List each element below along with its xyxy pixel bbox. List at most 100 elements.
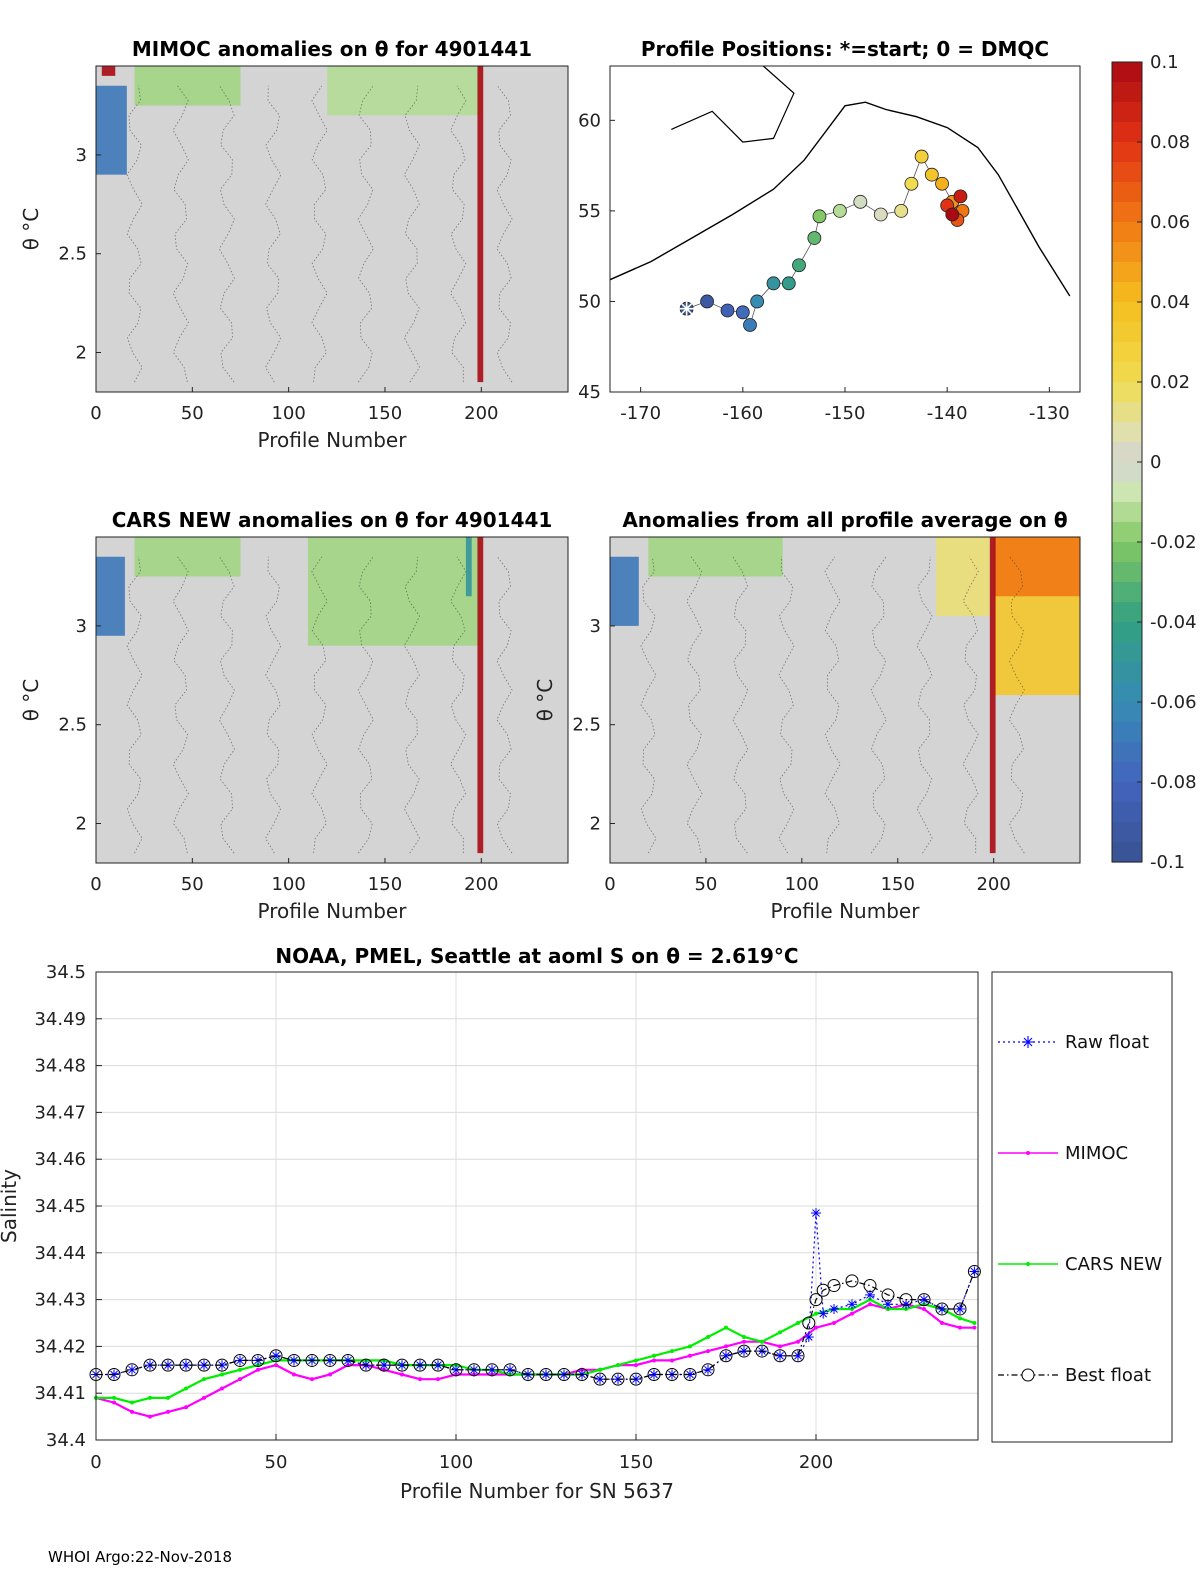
y-tick-label: 34.46: [34, 1149, 86, 1170]
x-tick-label: 100: [271, 403, 305, 424]
x-tick-label: 150: [368, 403, 402, 424]
colorbar-segment: [1112, 702, 1142, 723]
colorbar-segment: [1112, 142, 1142, 163]
heatmap-feature: [989, 537, 996, 854]
contour-line: [450, 556, 467, 854]
model-point: [274, 1363, 278, 1368]
x-tick-label: -130: [1029, 403, 1070, 424]
best-float-point: [629, 1372, 643, 1386]
colorbar-segment: [1112, 522, 1142, 543]
profile-position-marker: [807, 231, 822, 245]
best-float-point: [161, 1358, 175, 1372]
colorbar-tick-label: -0.04: [1150, 612, 1197, 633]
best-float-point: [413, 1358, 427, 1372]
profile-position-marker: [743, 318, 757, 332]
contour-line: [640, 556, 657, 854]
raw-float-star-stroke: [290, 1356, 298, 1365]
colorbar-segment: [1112, 662, 1142, 683]
model-point: [652, 1353, 656, 1358]
y-tick-label: 34.45: [34, 1196, 86, 1217]
contour-line: [311, 85, 328, 383]
salinity-layer: 0 50 100 150 200 34.4 34.41 34.42 34.43 34.44 34.4…: [0, 944, 1173, 1503]
y-tick-label: 2.5: [58, 244, 87, 265]
raw-float-point: [271, 1350, 281, 1361]
y-tick-label: 34.44: [34, 1243, 86, 1264]
model-point: [166, 1395, 170, 1400]
x-tick-label: -160: [722, 403, 763, 424]
model-point: [112, 1395, 116, 1400]
model-point: [616, 1363, 620, 1368]
raw-float-star-stroke: [326, 1356, 334, 1365]
x-axis-label: Profile Number: [771, 899, 921, 923]
colorbar-segment: [1112, 542, 1142, 563]
raw-float-star-stroke: [398, 1361, 406, 1369]
colorbar-segment: [1112, 242, 1142, 263]
legend-label: Best float: [1065, 1365, 1151, 1386]
x-tick-label: 150: [881, 874, 915, 895]
model-point: [670, 1349, 674, 1354]
y-tick-label: 2.5: [572, 715, 601, 736]
profile-position-marker: [953, 189, 968, 204]
model-point: [670, 1358, 674, 1363]
x-axis-label: Profile Number: [258, 899, 408, 923]
best-float-point: [935, 1302, 949, 1316]
contour-line: [870, 556, 887, 854]
model-point: [166, 1409, 170, 1414]
x-tick-label: 150: [368, 874, 402, 895]
colorbar-layer: -0.1 -0.08 -0.06 -0.04 -0.02 0 0.02 0.04 0.06 0.0…: [1111, 52, 1197, 873]
y-tick-label: 2: [76, 342, 87, 363]
heatmap-feature: [465, 537, 472, 597]
raw-float-star-stroke: [938, 1305, 946, 1313]
colorbar-segment: [1112, 802, 1142, 823]
colorbar-segment: [1112, 822, 1142, 843]
axes-frame: [95, 65, 569, 393]
x-tick-label: -170: [620, 403, 661, 424]
colorbar-tick-label: -0.1: [1150, 852, 1185, 873]
best-float-point: [802, 1316, 816, 1330]
colorbar-tick-label: -0.06: [1150, 692, 1197, 713]
legend-marker: [1021, 1368, 1035, 1382]
y-tick-label: 34.4: [46, 1430, 86, 1451]
y-tick-label: 34.49: [34, 1009, 86, 1030]
model-point: [292, 1372, 296, 1377]
best-float-point: [359, 1358, 373, 1372]
best-float-point: [647, 1367, 661, 1381]
y-tick-label: 60: [578, 110, 601, 131]
heatmap-feature: [134, 66, 241, 106]
heatmap-feature: [610, 556, 639, 626]
raw-float-point: [937, 1303, 947, 1314]
legend-marker: [1022, 1036, 1034, 1048]
contour-line: [1008, 556, 1025, 854]
colorbar-segment: [1112, 62, 1142, 83]
best-float-point: [845, 1274, 859, 1288]
raw-float-star-stroke: [452, 1365, 460, 1374]
colorbar-segment: [1112, 322, 1142, 343]
best-float-point: [521, 1367, 535, 1381]
best-float-point: [719, 1349, 733, 1363]
model-point: [850, 1311, 854, 1316]
colorbar-segment: [1112, 722, 1142, 743]
colorbar-segment: [1112, 182, 1142, 203]
y-tick-label: 2: [76, 813, 87, 834]
contour-line: [403, 556, 421, 854]
model-point: [112, 1400, 116, 1405]
coastline-north: [671, 65, 795, 143]
profile-position-marker: [853, 194, 868, 209]
colorbar-segment: [1112, 282, 1142, 303]
profile-position-marker: [873, 207, 888, 222]
raw-float-star-stroke: [794, 1351, 802, 1360]
best-float-point: [341, 1353, 355, 1367]
best-float-point: [809, 1293, 823, 1307]
x-tick-label: 50: [265, 1452, 288, 1473]
colorbar-segment: [1112, 382, 1142, 403]
model-point: [958, 1316, 962, 1321]
x-tick-label: 100: [271, 874, 305, 895]
y-axis-label: θ °C: [19, 679, 43, 722]
y-tick-label: 34.41: [34, 1383, 86, 1404]
profile-position-marker: [945, 207, 960, 222]
colorbar-segment: [1112, 462, 1142, 483]
contour-line: [218, 556, 235, 854]
y-tick-label: 2.5: [58, 715, 87, 736]
contour-line: [496, 85, 513, 383]
